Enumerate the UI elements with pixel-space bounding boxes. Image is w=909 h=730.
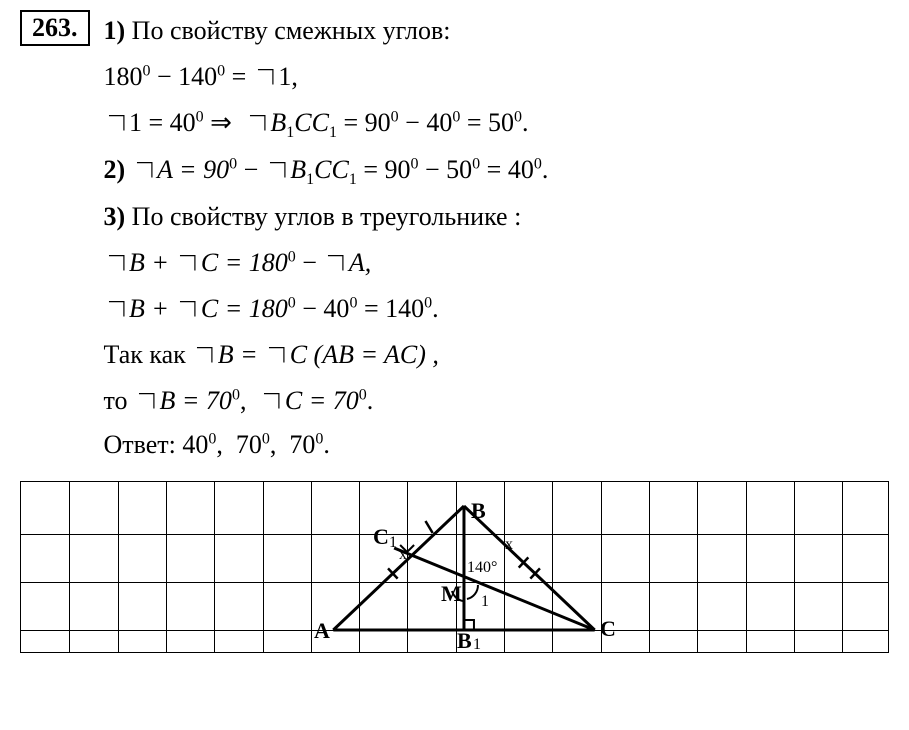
angle-icon: ∟ [166, 295, 209, 320]
eq: − 40 [399, 108, 453, 137]
eq: − 40 [296, 294, 350, 323]
eq: CC [294, 108, 329, 137]
eq: 140 [178, 62, 217, 91]
eq: = 40 [480, 155, 534, 184]
line-9: то ∟B = 700, ∟C = 700. [104, 379, 864, 423]
line-1: 1) По свойству смежных углов: [104, 10, 864, 53]
angle-icon: ∟ [122, 157, 165, 182]
angle-icon: ∟ [94, 250, 137, 275]
ans: 70 [289, 430, 315, 459]
line-6: ∟B + ∟C = 1800 − ∟A, [104, 241, 864, 285]
angle-icon: ∟ [235, 109, 278, 134]
line-4: 2) ∟A = 900 − ∟B1CC1 = 900 − 500 = 400. [104, 148, 864, 194]
angle-icon: ∟ [314, 250, 357, 275]
problem-number: 263. [20, 10, 90, 46]
solution-content: 1) По свойству смежных углов: 1800 − 140… [104, 10, 864, 469]
ans: 70 [236, 430, 262, 459]
angle-icon: ∟ [255, 341, 298, 366]
eq: = 140 [357, 294, 424, 323]
line-5: 3) По свойству углов в треугольнике : [104, 196, 864, 239]
angle-icon: ∟ [183, 341, 226, 366]
eq: CC [314, 155, 349, 184]
angle-icon: ∟ [255, 157, 298, 182]
angle-icon: ∟ [124, 387, 167, 412]
arrow-icon: ⇒ [210, 107, 232, 137]
angle-icon: ∟ [250, 387, 293, 412]
eq: = 90 [337, 108, 391, 137]
eq: 1 = 40 [129, 108, 196, 137]
triangle-svg [21, 482, 888, 652]
eq: − 50 [419, 155, 473, 184]
angle-icon: ∟ [94, 109, 137, 134]
eq: B = 70 [160, 386, 232, 415]
line-2: 1800 − 1400 = ∟1, [104, 55, 864, 99]
eq: = 50 [460, 108, 514, 137]
txt: Так как [104, 340, 193, 369]
angle-icon: ∟ [243, 64, 286, 89]
eq: C = 70 [285, 386, 359, 415]
part1-text: По свойству смежных углов: [125, 16, 450, 45]
eq: C = 180 [201, 294, 288, 323]
geometry-figure: ABCB1C1M1140°xx [20, 481, 889, 653]
answer-label: Ответ: [104, 430, 183, 459]
angle-icon: ∟ [166, 250, 209, 275]
line-8: Так как ∟B = ∟C (AB = AC) , [104, 333, 864, 377]
eq: C (AB = AC) , [290, 340, 439, 369]
line-7: ∟B + ∟C = 1800 − 400 = 1400. [104, 287, 864, 331]
part3-label: 3) [104, 202, 126, 231]
eq: = 90 [357, 155, 411, 184]
eq: C = 180 [201, 248, 288, 277]
eq: A = 90 [157, 155, 229, 184]
line-3: ∟1 = 400 ⇒ ∟B1CC1 = 900 − 400 = 500. [104, 101, 864, 147]
part1-label: 1) [104, 16, 126, 45]
part3-text: По свойству углов в треугольнике : [125, 202, 521, 231]
angle-icon: ∟ [94, 295, 137, 320]
eq: 180 [104, 62, 143, 91]
line-answer: Ответ: 400, 700, 700. [104, 424, 864, 467]
page: 263. 1) По свойству смежных углов: 1800 … [0, 0, 909, 469]
ans: 40 [182, 430, 208, 459]
